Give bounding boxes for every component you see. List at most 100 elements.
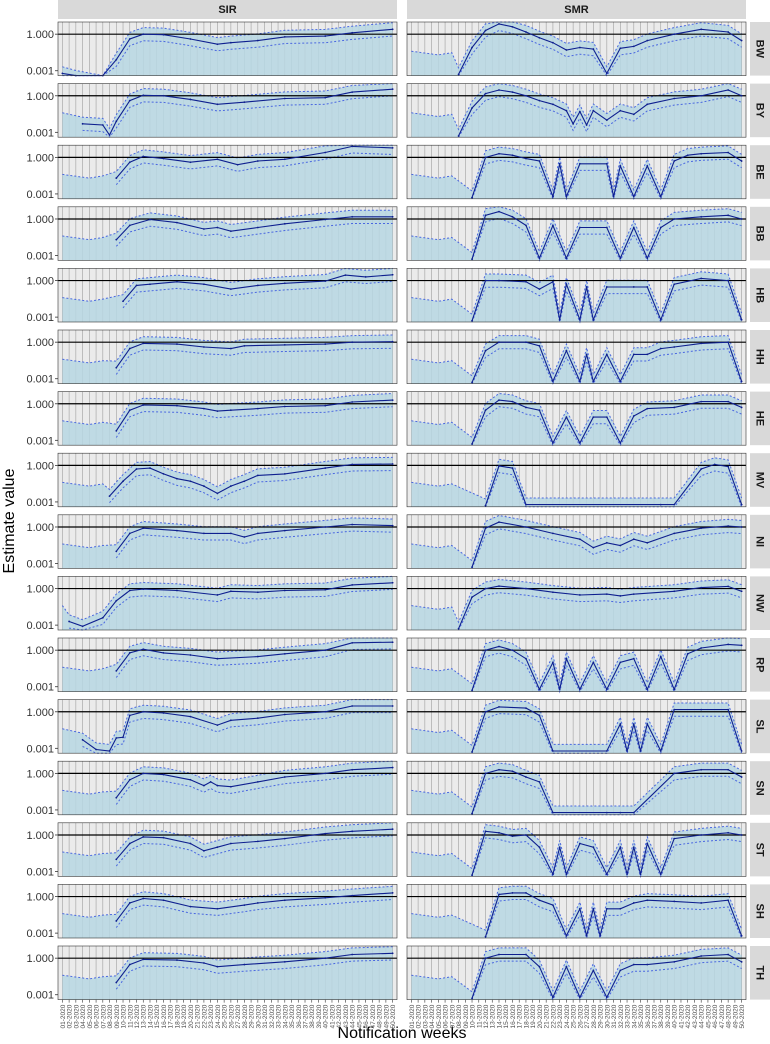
- x-tick-label: 42-2020: [685, 1004, 692, 1028]
- estimate-point: [162, 157, 165, 160]
- estimate-point: [673, 218, 676, 220]
- x-tick-label: 08-2020: [107, 1004, 114, 1028]
- estimate-line: [457, 585, 742, 630]
- x-tick-label: 45-2020: [356, 1004, 363, 1028]
- estimate-point: [128, 224, 131, 227]
- estimate-point: [128, 589, 131, 592]
- estimate-point: [511, 467, 514, 469]
- estimate-point: [673, 97, 676, 100]
- row-strip-label: HE: [754, 411, 766, 426]
- estimate-point: [578, 688, 581, 691]
- x-tick-label: 17-2020: [517, 1004, 524, 1028]
- estimate-point: [128, 651, 131, 654]
- x-tick-label: 33-2020: [625, 1004, 632, 1028]
- estimate-point: [391, 641, 394, 644]
- estimate-point: [189, 842, 192, 845]
- estimate-point: [498, 22, 500, 25]
- y-tick-label: 0.001: [26, 620, 54, 632]
- estimate-point: [115, 238, 118, 241]
- estimate-point: [632, 353, 635, 356]
- estimate-point: [176, 529, 178, 532]
- row-strip-label: RP: [754, 657, 766, 672]
- confidence-band: [411, 271, 742, 322]
- y-tick-label: 0.001: [26, 251, 54, 263]
- x-tick-label: 47-2020: [370, 1004, 377, 1028]
- estimate-point: [525, 280, 527, 283]
- x-tick-label: 32-2020: [269, 1004, 276, 1028]
- estimate-point: [538, 714, 541, 717]
- estimate-point: [128, 963, 131, 966]
- confidence-band: [62, 210, 393, 261]
- row-strip-background: [750, 206, 770, 261]
- estimate-point: [727, 341, 730, 344]
- x-tick-label: 40-2020: [323, 1004, 330, 1028]
- row-strip-hb: HB: [750, 268, 770, 322]
- estimate-point: [115, 981, 118, 984]
- estimate-point: [216, 103, 219, 106]
- estimate-point: [115, 737, 118, 739]
- estimate-point: [578, 380, 581, 383]
- estimate-point: [128, 161, 131, 164]
- x-tick-label: 07-2020: [449, 1004, 456, 1028]
- x-tick-label: 25-2020: [571, 1004, 578, 1028]
- confidence-band: [411, 700, 742, 754]
- estimate-point: [324, 710, 327, 713]
- estimate-point: [700, 94, 703, 97]
- estimate-point: [686, 154, 689, 157]
- x-tick-label: 02-2020: [416, 1004, 423, 1028]
- estimate-point: [612, 195, 615, 198]
- panel-sir-th: [57, 945, 398, 1000]
- estimate-point: [471, 689, 473, 692]
- estimate-point: [511, 770, 514, 773]
- estimate-point: [256, 160, 259, 162]
- estimate-point: [659, 655, 662, 658]
- upper-ci-line: [62, 637, 393, 672]
- estimate-point: [525, 94, 527, 97]
- estimate-point: [115, 669, 118, 672]
- estimate-point: [189, 480, 192, 483]
- estimate-point: [511, 835, 514, 838]
- estimate-point: [351, 830, 354, 833]
- x-tick-label: 06-2020: [443, 1004, 450, 1028]
- x-tick-label: 14-2020: [147, 1004, 154, 1028]
- estimate-point: [565, 195, 568, 198]
- upper-ci-line: [62, 699, 393, 745]
- estimate-point: [283, 97, 286, 100]
- estimate-point: [565, 109, 568, 112]
- estimate-point: [740, 776, 743, 778]
- lower-ci-line: [115, 773, 393, 805]
- estimate-point: [619, 442, 622, 444]
- x-tick-label: 44-2020: [699, 1004, 706, 1028]
- estimate-point: [552, 195, 554, 198]
- estimate-point: [673, 406, 676, 409]
- estimate-point: [256, 532, 259, 535]
- lower-ci-line: [115, 899, 393, 928]
- estimate-point: [209, 780, 212, 783]
- x-tick-label: 20-2020: [537, 1004, 544, 1028]
- estimate-point: [243, 904, 246, 906]
- estimate-point: [283, 529, 286, 532]
- estimate-point: [283, 713, 286, 716]
- estimate-point: [256, 407, 259, 410]
- estimate-point: [700, 708, 703, 711]
- estimate-point: [605, 353, 608, 356]
- estimate-line: [109, 463, 393, 497]
- estimate-point: [128, 714, 131, 717]
- estimate-point: [243, 344, 246, 347]
- estimate-point: [128, 842, 131, 845]
- panel-border: [57, 760, 398, 816]
- estimate-point: [740, 318, 743, 321]
- upper-ci-line: [411, 699, 743, 747]
- estimate-point: [243, 101, 246, 104]
- estimate-point: [565, 349, 568, 352]
- row-strip-ni: NI: [750, 514, 770, 569]
- row-strip-label: SH: [754, 904, 766, 919]
- estimate-point: [646, 842, 649, 845]
- estimate-point: [578, 996, 581, 999]
- lower-ci-line: [82, 95, 393, 138]
- panel-border: [406, 391, 747, 446]
- estimate-point: [457, 627, 460, 630]
- estimate-point: [700, 342, 703, 345]
- estimate-point: [646, 541, 649, 544]
- estimate-point: [351, 584, 354, 586]
